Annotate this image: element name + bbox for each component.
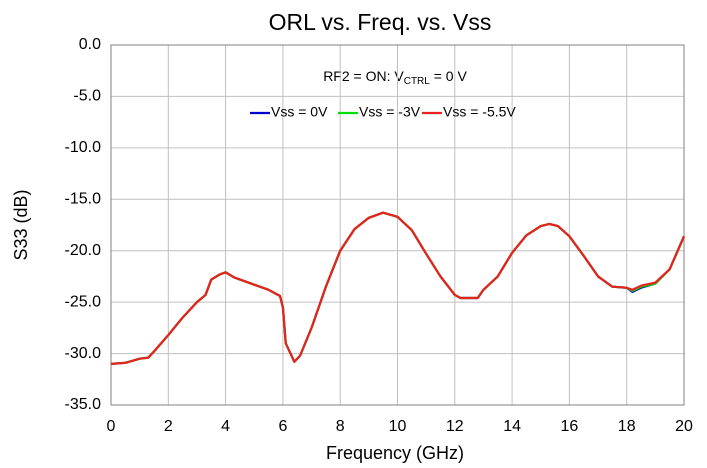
- series-line: [110, 211, 686, 365]
- y-tick-label: -30.0: [65, 345, 102, 362]
- annotation-rest: = 0 V: [430, 68, 468, 84]
- x-tick-label: 6: [278, 418, 287, 435]
- y-tick-label: -25.0: [65, 293, 102, 310]
- x-tick-label: 18: [618, 418, 636, 435]
- legend-label: Vss = 0V: [271, 104, 328, 120]
- annotation: RF2 = ON: VCTRL = 0 V: [323, 68, 467, 87]
- x-tick-label: 2: [164, 418, 173, 435]
- y-axis-label: S33 (dB): [11, 189, 31, 260]
- x-tick-label: 14: [503, 418, 521, 435]
- x-tick-label: 12: [446, 418, 464, 435]
- x-tick-label: 0: [107, 418, 116, 435]
- legend-label: Vss = -5.5V: [443, 104, 516, 120]
- x-tick-label: 4: [221, 418, 230, 435]
- annotation-sub: CTRL: [404, 76, 431, 87]
- x-tick-label: 10: [389, 418, 407, 435]
- y-tick-label: -15.0: [65, 191, 102, 208]
- y-tick-label: -5.0: [73, 88, 101, 105]
- y-tick-label: 0.0: [79, 36, 101, 53]
- plot-border: [110, 44, 685, 406]
- legend-label: Vss = -3V: [359, 104, 421, 120]
- y-tick-label: -35.0: [65, 396, 102, 413]
- x-axis-label: Frequency (GHz): [326, 443, 464, 463]
- annotation-text: RF2 = ON: V: [323, 68, 404, 84]
- x-tick-label: 8: [336, 418, 345, 435]
- x-tick-label: 16: [561, 418, 579, 435]
- y-tick-label: -20.0: [65, 242, 102, 259]
- y-tick-label: -10.0: [65, 139, 102, 156]
- chart-title: ORL vs. Freq. vs. Vss: [269, 9, 492, 35]
- x-tick-label: 20: [675, 418, 693, 435]
